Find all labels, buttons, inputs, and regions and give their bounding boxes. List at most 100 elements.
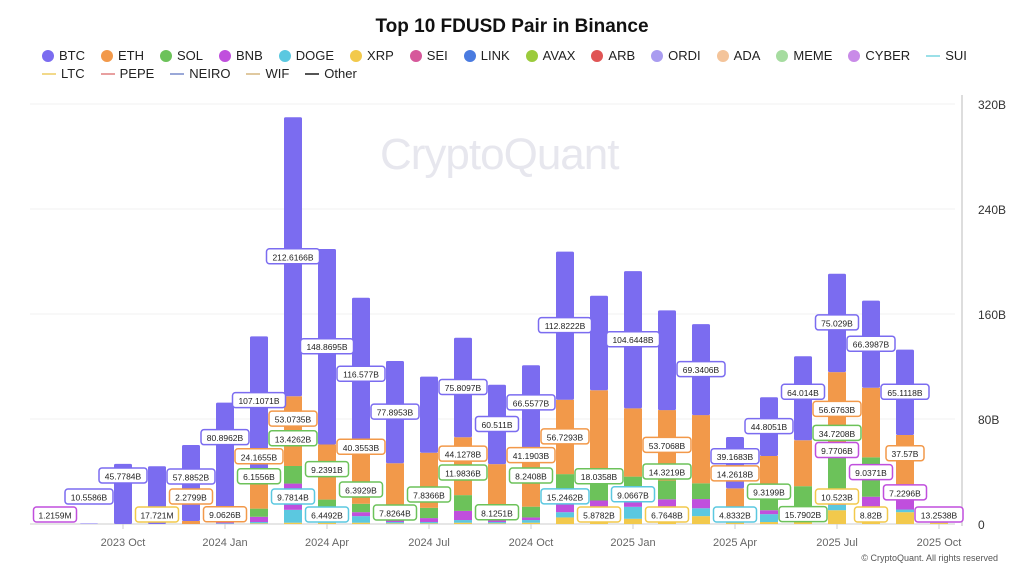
- legend-item-xrp[interactable]: XRP: [350, 48, 394, 63]
- data-label-box: [506, 394, 556, 411]
- legend-item-wif[interactable]: WIF: [246, 66, 289, 81]
- legend-item-eth[interactable]: ETH: [101, 48, 144, 63]
- legend-item-doge[interactable]: DOGE: [278, 48, 334, 63]
- bar-segment-sol: [454, 495, 472, 511]
- bar-segment-doge: [896, 509, 914, 513]
- bar-segment-bnb: [760, 510, 778, 515]
- y-tick-label: 240B: [978, 203, 1006, 217]
- legend-item-other[interactable]: Other: [305, 66, 357, 81]
- legend-marker: [170, 72, 185, 75]
- data-label-box: [506, 446, 556, 464]
- bar-segment-eth: [794, 440, 812, 487]
- bar-segment-bnb: [216, 522, 234, 524]
- legend-item-pepe[interactable]: PEPE: [100, 66, 154, 81]
- legend-item-meme[interactable]: MEME: [776, 48, 832, 63]
- bar-segment-bnb: [692, 499, 710, 509]
- data-label: 57.8852B: [173, 472, 210, 482]
- legend-item-link[interactable]: LINK: [463, 48, 510, 63]
- bar-segment-bnb: [250, 516, 268, 523]
- legend-item-bnb[interactable]: BNB: [219, 48, 263, 63]
- data-label: 7.8366B: [413, 490, 445, 500]
- data-label-box: [134, 506, 180, 523]
- bar-segment-eth: [692, 415, 710, 484]
- bar-segment-xrp: [420, 523, 438, 524]
- legend-item-arb[interactable]: ARB: [591, 48, 635, 63]
- bar-segment-bnb: [556, 503, 574, 513]
- x-tick-label: 2023 Oct: [101, 537, 146, 549]
- data-label-box: [710, 447, 760, 465]
- bar-segment-xrp: [896, 512, 914, 524]
- data-label: 8.2408B: [515, 472, 547, 482]
- legend-item-cyber[interactable]: CYBER: [848, 48, 910, 63]
- data-label-box: [712, 506, 758, 523]
- legend-item-ltc[interactable]: LTC: [42, 66, 85, 81]
- data-label-box: [778, 505, 828, 523]
- data-label-box: [202, 505, 248, 523]
- bar-segment-doge: [420, 522, 438, 524]
- data-label: 14.3219B: [649, 467, 686, 477]
- bar-segment-xrp: [284, 522, 302, 524]
- bar-segment-bnb: [352, 512, 370, 517]
- y-tick-label: 80B: [978, 413, 999, 427]
- legend-label: CYBER: [865, 48, 911, 63]
- data-label: 77.8953B: [377, 408, 414, 418]
- legend-item-ordi[interactable]: ORDI: [651, 48, 701, 63]
- legend-label: ADA: [733, 48, 761, 63]
- data-label-box: [846, 335, 896, 352]
- data-label: 6.7648B: [651, 511, 683, 521]
- bar-segment-eth: [590, 390, 608, 477]
- data-label-box: [882, 484, 928, 501]
- bar-segment-doge: [624, 506, 642, 519]
- data-label: 66.3987B: [853, 340, 890, 350]
- data-label: 56.7293B: [547, 432, 584, 442]
- legend-label: AVAX: [542, 48, 576, 63]
- legend-marker: [42, 49, 54, 62]
- data-label: 39.1683B: [717, 452, 754, 462]
- data-label-box: [812, 400, 862, 418]
- bar-segment-bnb: [420, 518, 438, 523]
- legend-item-avax[interactable]: AVAX: [525, 48, 576, 63]
- data-label-box: [676, 360, 726, 378]
- data-label: 9.0371B: [855, 468, 887, 478]
- data-label: 9.7706B: [821, 446, 853, 456]
- bar-segment-bnb: [862, 496, 880, 509]
- data-label-box: [814, 314, 860, 331]
- data-label: 6.1556B: [243, 472, 275, 482]
- data-label-box: [576, 506, 622, 523]
- data-label: 44.1278B: [445, 450, 482, 460]
- data-label-box: [234, 448, 284, 465]
- data-label: 13.2538B: [921, 511, 958, 521]
- legend-marker: [100, 72, 115, 75]
- bar-segment-doge: [760, 514, 778, 523]
- legend-item-neiro[interactable]: NEIRO: [170, 66, 230, 81]
- legend-marker: [305, 72, 320, 75]
- data-label: 5.8782B: [583, 511, 615, 521]
- data-label: 45.7784B: [105, 471, 142, 481]
- legend-item-sui[interactable]: SUI: [926, 48, 967, 63]
- x-tick-label: 2024 Jan: [202, 537, 247, 549]
- legend-label: ORDI: [668, 48, 701, 63]
- bar-segment-eth: [624, 408, 642, 477]
- legend-marker: [42, 72, 56, 75]
- legend-item-sol[interactable]: SOL: [160, 48, 203, 63]
- legend-item-ada[interactable]: ADA: [716, 48, 761, 63]
- bar-segment-btc: [658, 310, 676, 411]
- legend-marker: [926, 54, 941, 57]
- legend-item-sei[interactable]: SEI: [409, 48, 448, 63]
- data-label: 10.5586B: [71, 493, 108, 503]
- legend-marker: [848, 49, 861, 62]
- legend-label: LINK: [480, 48, 510, 63]
- x-tick-label: 2024 Apr: [305, 537, 349, 549]
- data-label-box: [814, 441, 860, 459]
- data-label: 15.2462B: [547, 492, 584, 502]
- bar-segment-doge: [216, 523, 234, 524]
- bar-segment-doge: [250, 522, 268, 524]
- copyright-credit: © CryptoQuant. All rights reserved: [861, 553, 998, 563]
- data-label: 2.2799B: [175, 493, 207, 503]
- legend-marker: [101, 49, 113, 62]
- data-label-box: [474, 504, 520, 521]
- data-label: 14.2618B: [717, 469, 754, 479]
- bar-segment-xrp: [522, 522, 540, 524]
- legend-item-btc[interactable]: BTC: [42, 48, 85, 63]
